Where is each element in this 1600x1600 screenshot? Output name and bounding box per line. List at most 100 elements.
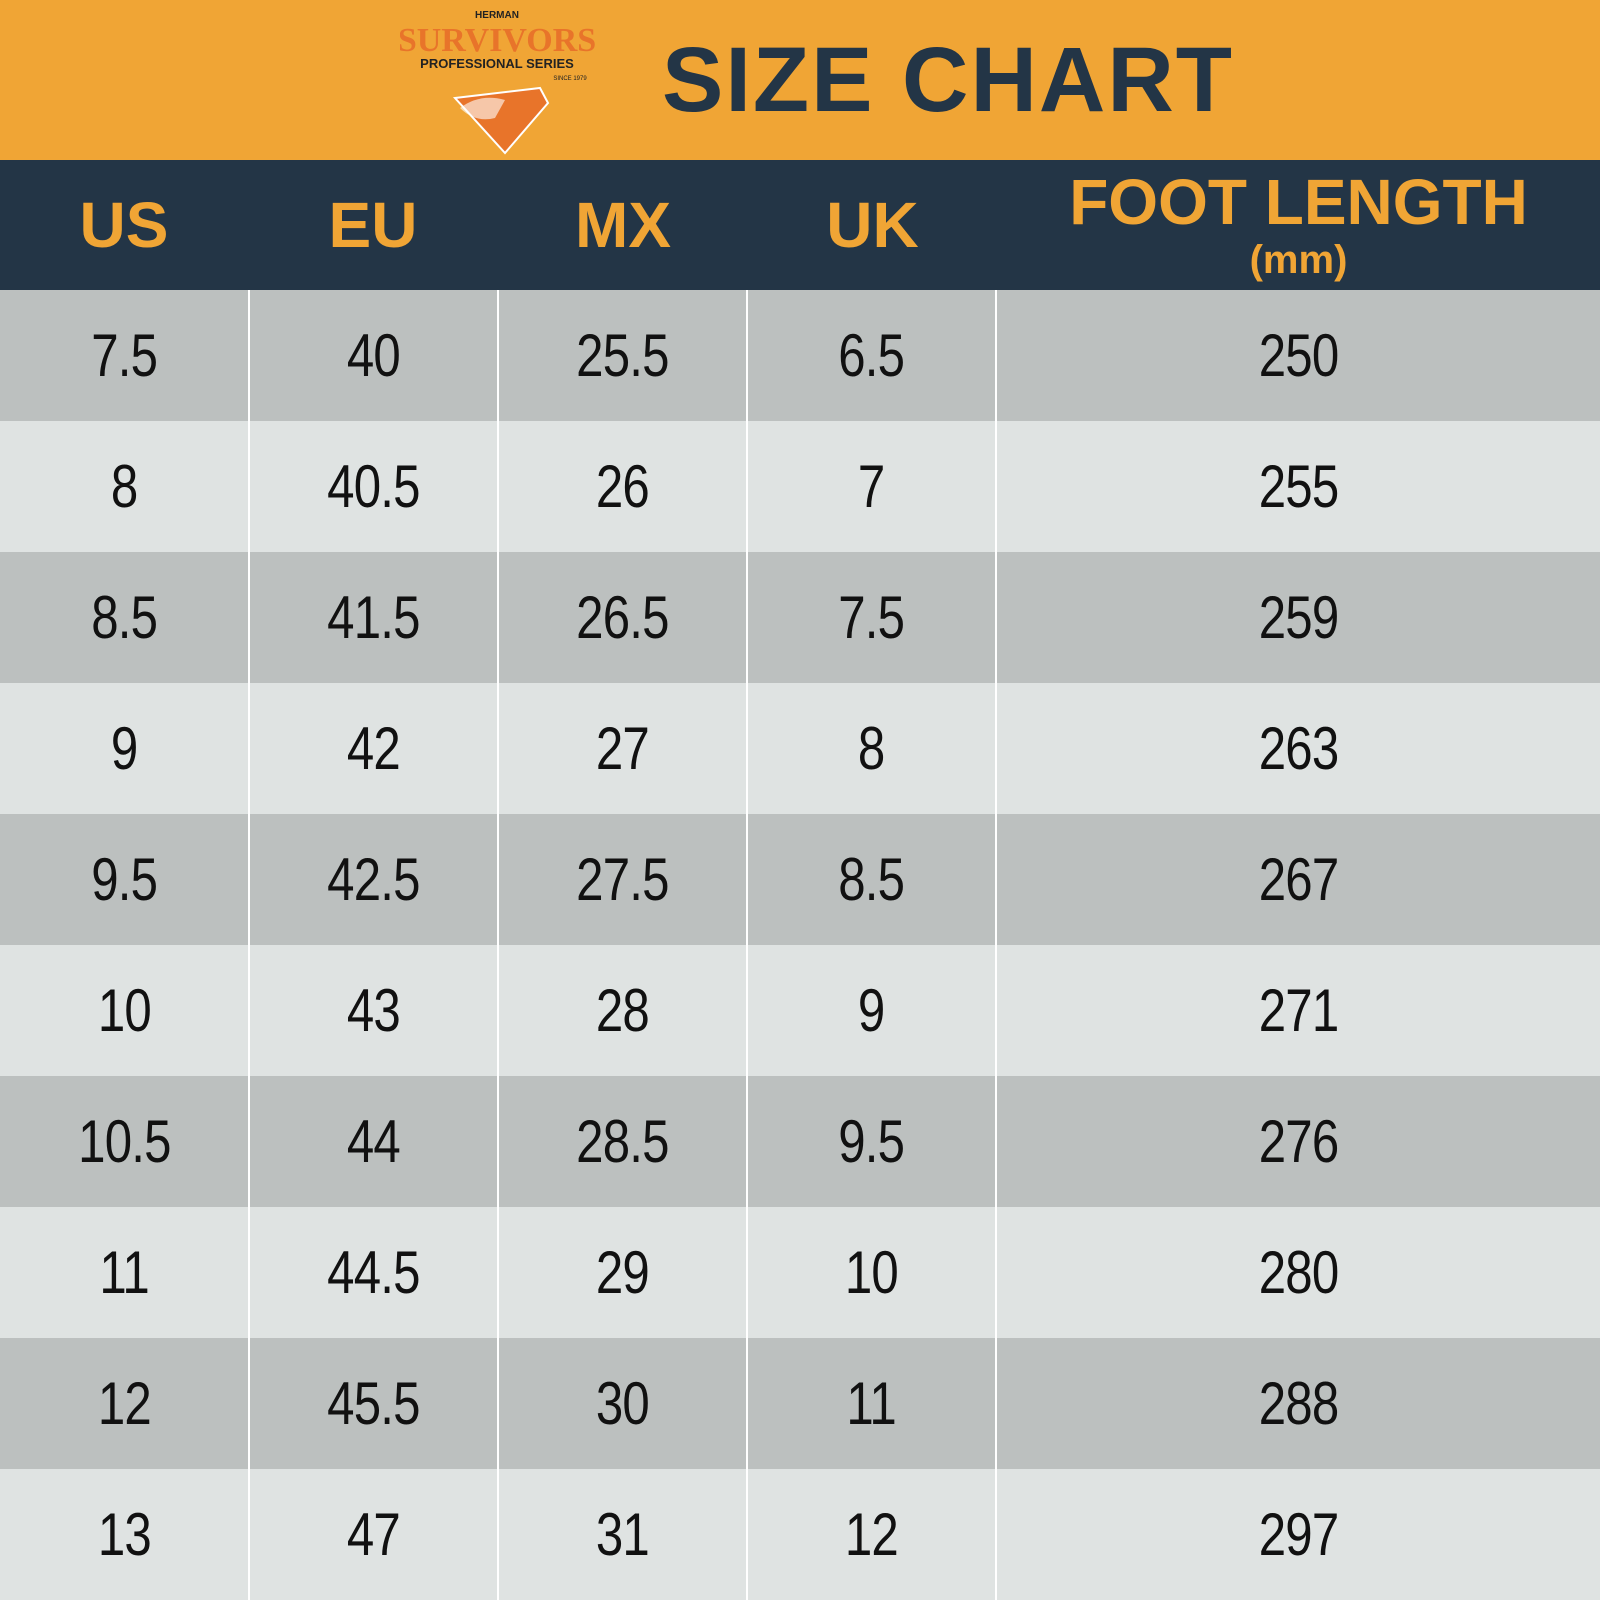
table-cell: 40 — [250, 290, 497, 421]
table-cell: 9.5 — [748, 1076, 995, 1207]
cell-text: 40 — [346, 322, 401, 389]
table-body: 7.5 40 25.5 6.5 250 8 40.5 26 7 255 8.5 41.5 26.5 7.5… — [0, 290, 1600, 1600]
table-cell: 9 — [748, 945, 995, 1076]
cell-text: 42.5 — [327, 846, 420, 913]
table-cell: 11 — [748, 1338, 995, 1469]
table-cell: 280 — [997, 1207, 1600, 1338]
table-cell: 41.5 — [250, 552, 497, 683]
table-cell: 30 — [499, 1338, 746, 1469]
header-band: HERMAN SURVIVORS PROFESSIONAL SERIES SIN… — [0, 0, 1600, 160]
table-cell: 6.5 — [748, 290, 995, 421]
cell-text: 45.5 — [327, 1370, 420, 1437]
column-title: UK — [826, 189, 919, 261]
table-cell: 8 — [0, 421, 248, 552]
table-header: US EU MX UK FOOT LENGTH (mm) — [0, 160, 1600, 290]
cell-text: 44.5 — [327, 1239, 420, 1306]
table-cell: 8.5 — [0, 552, 248, 683]
cell-text: 13 — [97, 1501, 151, 1568]
brand: HERMAN — [475, 10, 519, 21]
table-cell: 7 — [748, 421, 995, 552]
column-title: MX — [575, 189, 671, 261]
bear-icon — [452, 86, 550, 155]
cell-text: 9.5 — [838, 1108, 906, 1175]
cell-text: 250 — [1258, 322, 1339, 389]
cell-text: 10 — [844, 1239, 899, 1306]
column-header: FOOT LENGTH (mm) — [997, 160, 1600, 290]
table-cell: 13 — [0, 1469, 248, 1600]
cell-text: 41.5 — [327, 584, 420, 651]
cell-text: 7 — [858, 453, 885, 520]
table-cell: 31 — [499, 1469, 746, 1600]
cell-text: 27.5 — [576, 846, 669, 913]
table-cell: 28.5 — [499, 1076, 746, 1207]
cell-text: 7.5 — [91, 322, 158, 389]
cell-text: 11 — [846, 1370, 897, 1437]
table-cell: 259 — [997, 552, 1600, 683]
cell-text: 271 — [1258, 977, 1339, 1044]
table-cell: 271 — [997, 945, 1600, 1076]
cell-text: 280 — [1258, 1239, 1339, 1306]
cell-text: 9 — [110, 715, 138, 782]
table-cell: 276 — [997, 1076, 1600, 1207]
table-cell: 8.5 — [748, 814, 995, 945]
table-cell: 40.5 — [250, 421, 497, 552]
cell-text: 43 — [346, 977, 401, 1044]
table-cell: 7.5 — [748, 552, 995, 683]
cell-text: 6.5 — [838, 322, 906, 389]
column-unit: (mm) — [1249, 238, 1348, 282]
cell-text: 9.5 — [91, 846, 158, 913]
cell-text: 47 — [346, 1501, 401, 1568]
table-cell: 255 — [997, 421, 1600, 552]
cell-text: 30 — [595, 1370, 650, 1437]
cell-text: 28 — [595, 977, 650, 1044]
bear-face — [460, 97, 505, 120]
cell-text: 10.5 — [77, 1108, 171, 1175]
cell-text: 259 — [1258, 584, 1339, 651]
table-cell: 250 — [997, 290, 1600, 421]
column-header: US — [0, 160, 248, 290]
column-header: MX — [498, 160, 748, 290]
table-cell: 7.5 — [0, 290, 248, 421]
table-cell: 11 — [0, 1207, 248, 1338]
table-cell: 10 — [748, 1207, 995, 1338]
table-cell: 43 — [250, 945, 497, 1076]
table-cell: 8 — [748, 683, 995, 814]
column-title: US — [79, 189, 169, 261]
cell-text: 288 — [1258, 1370, 1339, 1437]
cell-text: 297 — [1258, 1501, 1339, 1568]
cell-text: 7.5 — [838, 584, 906, 651]
cell-text: 263 — [1258, 715, 1339, 782]
table-cell: 10.5 — [0, 1076, 248, 1207]
since: SINCE 1979 — [553, 76, 587, 82]
table-cell: 26.5 — [499, 552, 746, 683]
cell-text: 12 — [97, 1370, 151, 1437]
cell-text: 40.5 — [327, 453, 420, 520]
cell-text: 26 — [595, 453, 650, 520]
table-cell: 28 — [499, 945, 746, 1076]
cell-text: 26.5 — [576, 584, 669, 651]
column-header: UK — [748, 160, 997, 290]
table-cell: 263 — [997, 683, 1600, 814]
cell-text: 29 — [595, 1239, 650, 1306]
cell-text: 31 — [595, 1501, 650, 1568]
table-cell: 288 — [997, 1338, 1600, 1469]
table-cell: 10 — [0, 945, 248, 1076]
column-title: EU — [328, 189, 418, 261]
table-cell: 26 — [499, 421, 746, 552]
table-cell: 12 — [0, 1338, 248, 1469]
table-cell: 9.5 — [0, 814, 248, 945]
table-cell: 12 — [748, 1469, 995, 1600]
cell-text: 10 — [97, 977, 151, 1044]
table-cell: 44 — [250, 1076, 497, 1207]
cell-text: 28.5 — [576, 1108, 669, 1175]
logo: HERMAN SURVIVORS PROFESSIONAL SERIES SIN… — [400, 10, 596, 155]
cell-text: 276 — [1258, 1108, 1339, 1175]
table-cell: 27.5 — [499, 814, 746, 945]
cell-text: 8.5 — [838, 846, 906, 913]
cell-text: 44 — [346, 1108, 401, 1175]
table-cell: 42 — [250, 683, 497, 814]
cell-text: 8.5 — [91, 584, 158, 651]
cell-text: 12 — [844, 1501, 899, 1568]
column-title: FOOT LENGTH — [1069, 166, 1528, 238]
